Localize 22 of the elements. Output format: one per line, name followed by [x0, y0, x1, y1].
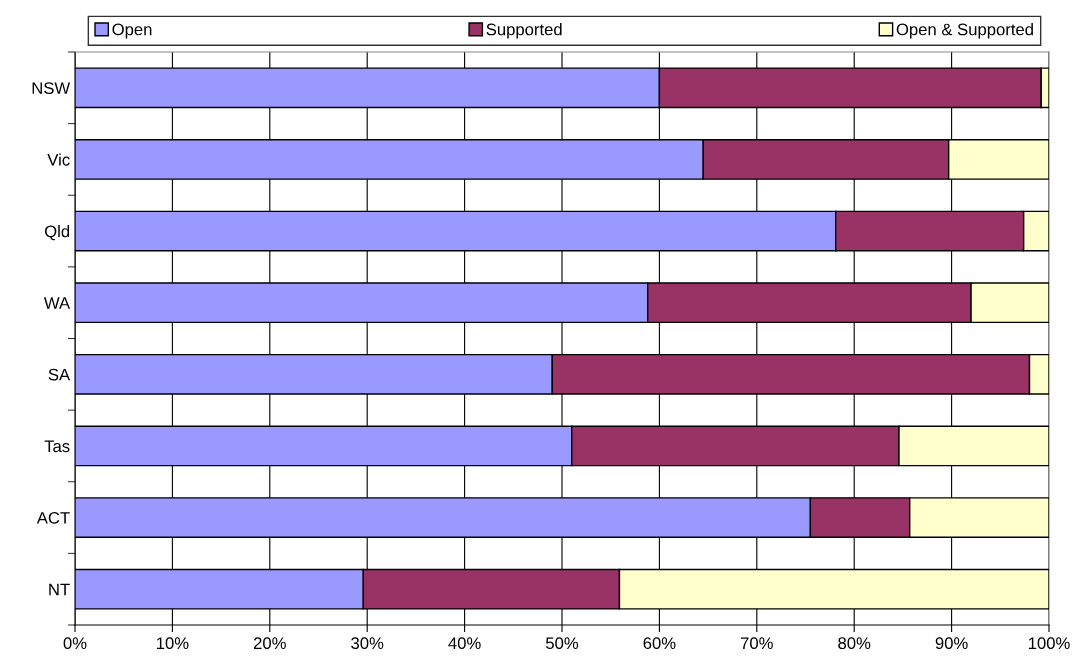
y-tick-label: Tas	[44, 440, 70, 453]
x-tick-label: 100%	[1028, 637, 1070, 650]
y-tick-label: Vic	[47, 153, 70, 166]
legend-label: Open	[112, 23, 152, 39]
x-tick-label: 70%	[740, 637, 773, 650]
y-tick-label: WA	[43, 297, 71, 309]
x-tick-label: 80%	[838, 637, 871, 650]
x-tick-label: 90%	[935, 637, 968, 650]
x-tick-label: 40%	[448, 637, 481, 650]
legend-label: Open & Supported	[896, 23, 1033, 39]
legend-label: Supported	[486, 23, 562, 39]
x-tick-label: 0%	[63, 637, 87, 650]
y-tick-label: SA	[48, 368, 71, 381]
x-tick-label: 50%	[545, 637, 579, 650]
x-tick-label: 10%	[156, 637, 189, 650]
x-tick-label: 60%	[643, 637, 676, 650]
y-tick-label: NSW	[32, 82, 71, 95]
y-tick-label: Qld	[44, 225, 70, 241]
y-tick-label: ACT	[36, 511, 70, 524]
x-tick-label: 30%	[351, 637, 384, 650]
y-tick-label: NT	[49, 583, 70, 596]
x-tick-label: 20%	[253, 637, 286, 650]
